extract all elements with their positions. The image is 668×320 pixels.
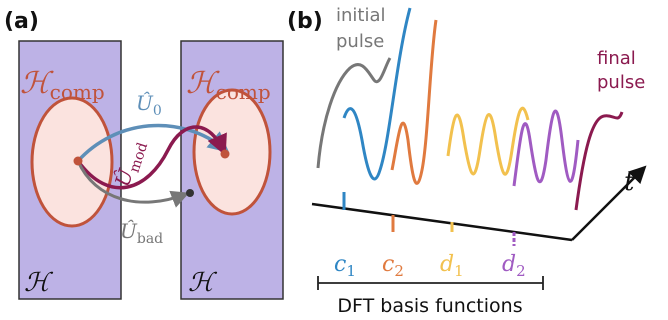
frequency-baseline <box>311 202 573 242</box>
final-pulse-curve <box>574 111 624 211</box>
basis-label-d1: d1 <box>440 252 464 280</box>
basis-curve-d2 <box>512 109 580 187</box>
comp-label-right: ℋcomp <box>186 66 271 104</box>
time-axis <box>571 165 647 241</box>
initial-pulse-label-line1: initial <box>336 5 386 26</box>
initial-pulse-label-line2: pulse <box>336 31 384 52</box>
final-pulse-label-line2: pulse <box>597 72 645 93</box>
hilbert-label-right: ℋ <box>188 268 218 298</box>
leaked-state-dot <box>186 189 194 197</box>
basis-label-c2: c2 <box>382 252 404 280</box>
bracket-label: DFT basis functions <box>337 295 522 317</box>
panel-a: (a) ℋcomp ℋ ℋcomp ℋ Û0 Ûmod Ûbad <box>4 9 284 300</box>
basis-curve-d1 <box>446 106 530 176</box>
ubad-path <box>76 160 190 208</box>
target-state-dot <box>220 149 230 159</box>
final-pulse-label-line1: final <box>597 48 636 69</box>
umod-path <box>76 125 227 190</box>
comp-subspace-right <box>192 88 272 216</box>
basis-curve-c1 <box>342 7 412 181</box>
panel-b-label: (b) <box>287 9 323 34</box>
comp-label-left: ℋcomp <box>20 66 105 104</box>
ubad-label: Ûbad <box>120 218 163 247</box>
comp-subspace-left <box>30 96 114 228</box>
panel-b: (b) initial pulse final pulse t c1 c2 d1… <box>287 5 647 317</box>
panel-a-label: (a) <box>4 9 39 34</box>
initial-pulse-curve <box>316 57 392 169</box>
basis-bracket <box>317 276 544 290</box>
u0-label: Û0 <box>136 90 162 119</box>
basis-label-c1: c1 <box>334 252 356 280</box>
initial-state-dot <box>73 156 83 166</box>
hilbert-label-left: ℋ <box>24 268 54 298</box>
basis-curve-c2 <box>390 19 438 185</box>
basis-label-d2: d2 <box>502 252 526 280</box>
time-axis-label: t <box>624 167 635 197</box>
